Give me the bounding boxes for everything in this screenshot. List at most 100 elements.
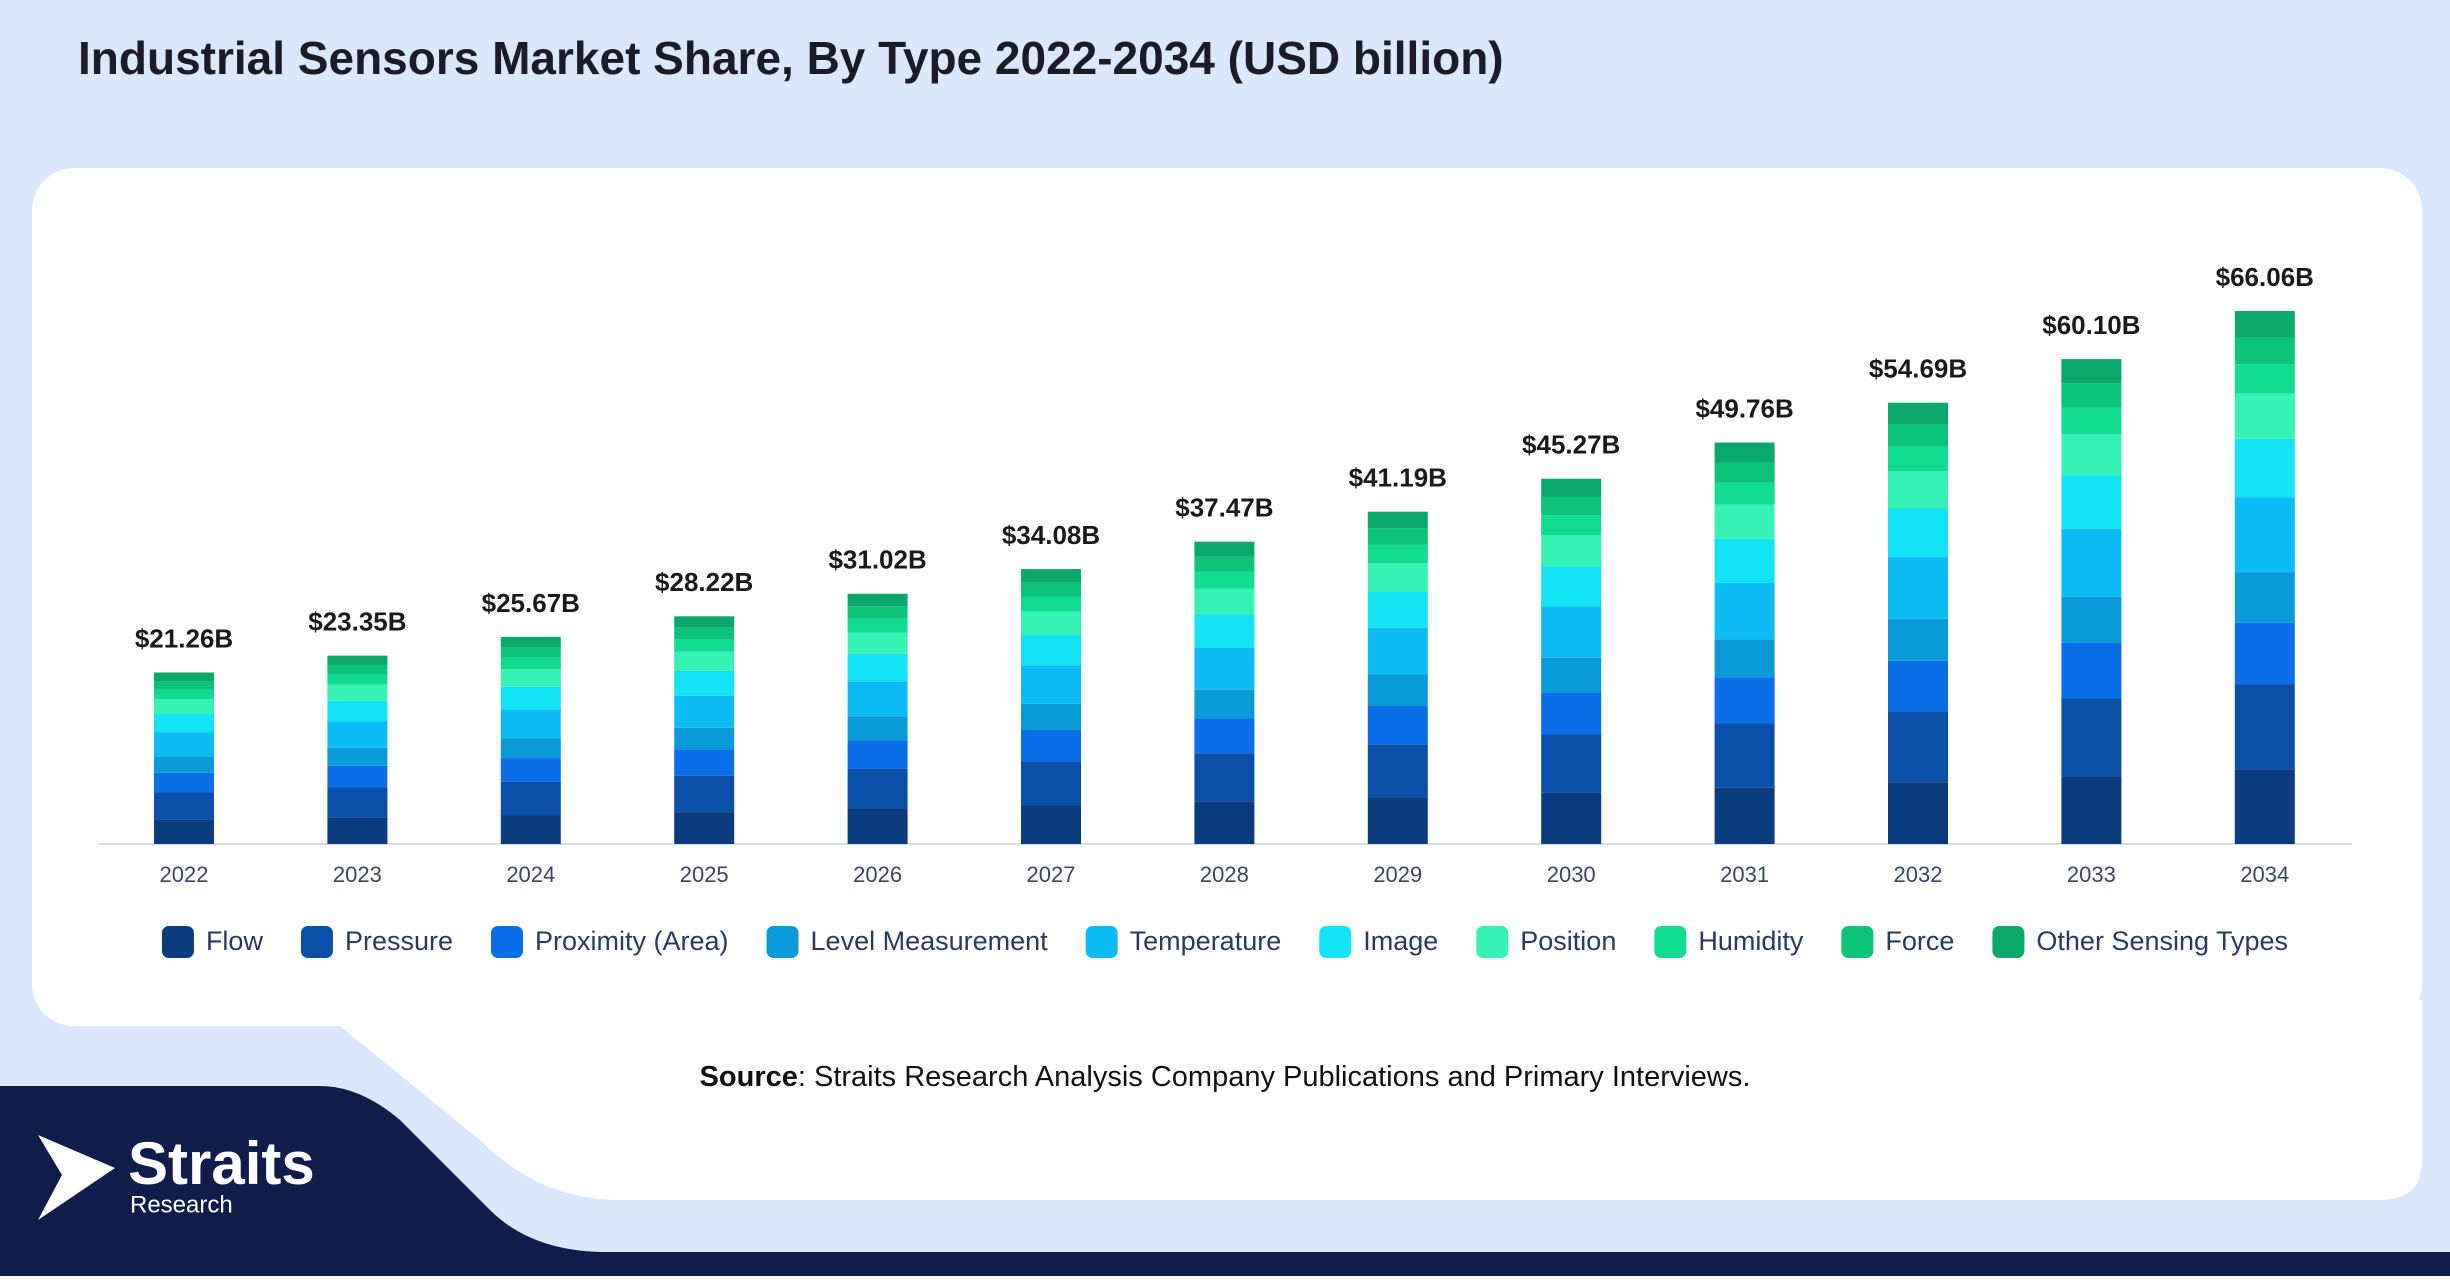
legend-swatch: [1841, 926, 1874, 958]
x-tick-label: 2027: [1027, 862, 1076, 887]
bar-segment: [327, 674, 388, 685]
legend-swatch: [491, 926, 523, 958]
bar-segment: [1367, 544, 1428, 564]
bar-segment: [847, 618, 908, 633]
bar-segment: [1367, 528, 1428, 545]
bar-segment: [1714, 482, 1775, 505]
bar-segment: [2234, 769, 2295, 844]
bar-segment: [674, 651, 735, 671]
bar-segment: [327, 765, 388, 788]
bar-segment: [674, 727, 735, 750]
total-label: $49.76B: [1695, 393, 1793, 423]
legend-label: Force: [1885, 926, 1954, 956]
bar-segment: [500, 657, 561, 670]
bar-segment: [500, 669, 561, 687]
bar-segment: [327, 721, 388, 748]
bar-segment: [847, 808, 908, 844]
legend: Flow Pressure Proximity (Area) Level Measur…: [161, 926, 2288, 958]
bar-segment: [1714, 639, 1775, 678]
bar-segment: [1541, 478, 1602, 497]
bar-segment: [2234, 622, 2295, 685]
bar-segment: [847, 716, 908, 741]
x-tick-label: 2030: [1547, 862, 1596, 887]
bar-segment: [674, 627, 735, 640]
bar-segment: [154, 772, 214, 793]
bar-segment: [154, 672, 214, 682]
x-tick-label: 2029: [1373, 862, 1422, 887]
bar-segment: [154, 732, 214, 757]
bar-segment: [2234, 497, 2295, 573]
bar-segment: [847, 653, 908, 682]
bar-segment: [2234, 684, 2295, 770]
bar-segment: [1888, 782, 1948, 844]
footer-band: [0, 1086, 2450, 1276]
total-label: $37.47B: [1175, 493, 1273, 523]
bar-segment: [500, 636, 561, 648]
bar-segment: [1541, 535, 1602, 567]
bar-segment: [2061, 596, 2122, 643]
bar-segment: [1888, 557, 1948, 619]
bar-segment: [847, 632, 908, 654]
bar-segment: [674, 670, 735, 696]
bar-segment: [674, 695, 735, 728]
bar-segment: [500, 781, 561, 816]
bar-segment: [2061, 528, 2122, 597]
bar-segment: [1367, 706, 1428, 745]
legend-label: Position: [1520, 926, 1616, 956]
x-tick-label: 2034: [2240, 862, 2289, 887]
bar-segment: [847, 740, 908, 769]
bar-segment: [847, 681, 908, 717]
bar-segment: [1541, 496, 1602, 516]
bar-segment: [2061, 359, 2122, 384]
bar-segment: [1714, 462, 1775, 483]
legend-swatch: [1085, 926, 1118, 958]
bar-segment: [2061, 434, 2122, 476]
bar-segment: [674, 749, 735, 776]
bar-segment: [1194, 614, 1255, 648]
bar-segment: [1194, 571, 1255, 589]
bar-segment: [1541, 657, 1602, 693]
x-tick-label: 2024: [506, 862, 555, 887]
x-tick-label: 2025: [680, 862, 729, 887]
total-label: $21.26B: [135, 623, 233, 653]
bar-segment: [1194, 718, 1255, 754]
bar-segment: [1367, 797, 1428, 844]
bar-segment: [154, 681, 214, 690]
bar-segment: [1888, 424, 1948, 447]
bar-segment: [1541, 515, 1602, 536]
total-label: $45.27B: [1522, 430, 1620, 460]
bar-segment: [1714, 787, 1775, 844]
bar-segment: [1888, 711, 1948, 783]
bar-segment: [2061, 475, 2122, 529]
bar-segment: [1021, 569, 1081, 583]
legend-swatch: [1992, 926, 2025, 958]
legend-label: Temperature: [1130, 926, 1282, 956]
bar-segment: [2234, 572, 2295, 623]
logo: Straits Research: [38, 1130, 315, 1220]
bar-segment: [1194, 556, 1255, 572]
x-tick-label: 2033: [2067, 862, 2116, 887]
bar-segment: [847, 606, 908, 619]
legend-label: Image: [1363, 926, 1438, 956]
x-tick-label: 2028: [1200, 862, 1249, 887]
total-label: $23.35B: [308, 606, 406, 636]
bar-segment: [1714, 582, 1775, 640]
source-text: : Straits Research Analysis Company Publ…: [798, 1061, 1751, 1093]
bar-segment: [327, 655, 388, 665]
bar-segment: [2061, 776, 2122, 844]
source-label: Source: [700, 1061, 798, 1093]
logo-name: Straits: [128, 1130, 315, 1197]
total-label: $25.67B: [482, 588, 580, 618]
source: Source: Straits Research Analysis Compan…: [700, 1061, 1751, 1093]
bar-segment: [500, 686, 561, 710]
bar-segment: [1541, 692, 1602, 735]
bar-segment: [154, 699, 214, 714]
bar-segment: [1367, 511, 1428, 529]
x-tick-label: 2031: [1720, 862, 1769, 887]
bar-segment: [1194, 801, 1255, 844]
bar-segment: [1021, 582, 1081, 597]
bar-segment: [1021, 805, 1081, 844]
bar-segment: [1021, 635, 1081, 666]
bar-segment: [500, 709, 561, 739]
bar-segment: [674, 616, 735, 628]
